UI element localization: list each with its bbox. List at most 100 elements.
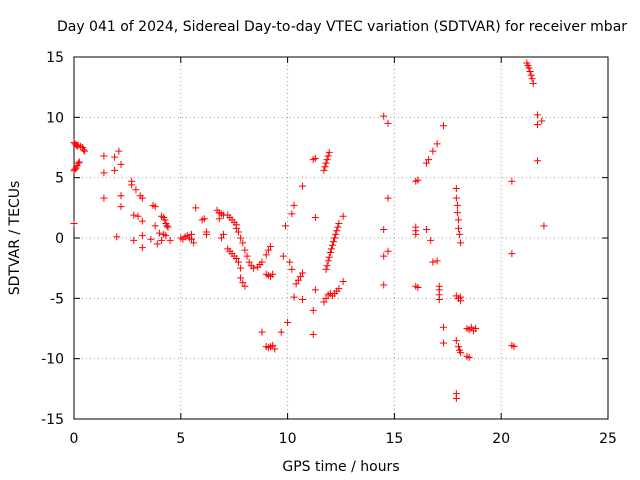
data-points	[70, 59, 548, 402]
data-point	[151, 222, 159, 230]
data-point	[245, 258, 253, 266]
data-point	[457, 349, 465, 357]
data-point	[258, 328, 266, 336]
data-point	[234, 258, 242, 266]
data-point	[414, 176, 422, 184]
data-point	[138, 217, 146, 225]
data-point	[527, 71, 535, 79]
data-point	[190, 239, 198, 247]
data-point	[510, 343, 518, 351]
data-point	[335, 220, 343, 228]
x-tick-label: 15	[385, 431, 403, 447]
data-point	[128, 181, 136, 189]
data-point	[429, 258, 437, 266]
x-tick-label: 25	[599, 431, 617, 447]
data-point	[81, 147, 89, 155]
x-tick-label: 5	[176, 431, 185, 447]
data-point	[384, 194, 392, 202]
data-point	[320, 166, 328, 174]
data-point	[239, 239, 247, 247]
data-point	[166, 236, 174, 244]
data-point	[130, 236, 138, 244]
data-point	[113, 233, 121, 241]
data-point	[75, 158, 83, 166]
data-point	[286, 258, 294, 266]
data-point	[290, 293, 298, 301]
data-point	[217, 234, 225, 242]
data-point	[299, 269, 307, 277]
data-point	[412, 230, 420, 238]
data-point	[454, 343, 462, 351]
data-point	[333, 227, 341, 235]
data-point	[74, 159, 82, 167]
data-point	[249, 264, 257, 272]
data-point	[452, 194, 460, 202]
y-tick-label: -15	[41, 412, 64, 428]
data-point	[335, 285, 343, 293]
data-point	[322, 159, 330, 167]
data-point	[465, 353, 473, 361]
data-point	[311, 213, 319, 221]
data-point	[339, 212, 347, 220]
data-point	[138, 194, 146, 202]
data-point	[234, 228, 242, 236]
y-tick-label: 10	[46, 110, 64, 126]
data-point	[453, 209, 461, 217]
data-point	[331, 234, 339, 242]
y-tick-label: -5	[50, 291, 64, 307]
data-point	[281, 222, 289, 230]
data-point	[292, 280, 300, 288]
data-point	[328, 241, 336, 249]
data-point	[456, 230, 464, 238]
data-point	[467, 323, 475, 331]
data-point	[425, 156, 433, 164]
data-point	[237, 274, 245, 282]
data-point	[452, 394, 460, 402]
data-point	[440, 122, 448, 130]
data-point	[130, 211, 138, 219]
data-point	[155, 229, 163, 237]
data-point	[232, 224, 240, 232]
x-tick-labels: 0 5 10 15 20 25	[70, 431, 617, 447]
y-tick-label: 0	[55, 231, 64, 247]
data-point	[452, 185, 460, 193]
data-point	[100, 194, 108, 202]
data-point	[380, 252, 388, 260]
data-point	[70, 220, 78, 228]
data-point	[457, 239, 465, 247]
data-point	[117, 160, 125, 168]
data-point	[279, 252, 287, 260]
data-point	[440, 339, 448, 347]
data-point	[200, 215, 208, 223]
y-tick-labels: -15 -10 -5 0 5 10 15	[41, 50, 64, 428]
data-point	[241, 282, 249, 290]
data-point	[320, 298, 328, 306]
data-point	[330, 238, 338, 246]
data-point	[324, 152, 332, 160]
x-tick-label: 10	[279, 431, 297, 447]
data-point	[414, 283, 422, 291]
data-point	[269, 341, 277, 349]
data-point	[111, 153, 119, 161]
y-axis-label: SDTVAR / TECUs	[7, 181, 23, 296]
data-point	[262, 251, 270, 259]
data-point	[323, 262, 331, 270]
data-point	[232, 255, 240, 263]
data-point	[311, 154, 319, 162]
data-point	[288, 265, 296, 273]
data-point	[187, 230, 195, 238]
data-point	[452, 337, 460, 345]
data-point	[534, 111, 542, 119]
data-point	[525, 64, 533, 72]
data-point	[237, 264, 245, 272]
data-point	[526, 67, 534, 75]
data-point	[332, 230, 340, 238]
data-point	[138, 244, 146, 252]
data-point	[457, 297, 465, 305]
data-point	[309, 331, 317, 339]
data-point	[239, 279, 247, 287]
data-point	[339, 277, 347, 285]
data-point	[299, 296, 307, 304]
data-point	[267, 242, 275, 250]
